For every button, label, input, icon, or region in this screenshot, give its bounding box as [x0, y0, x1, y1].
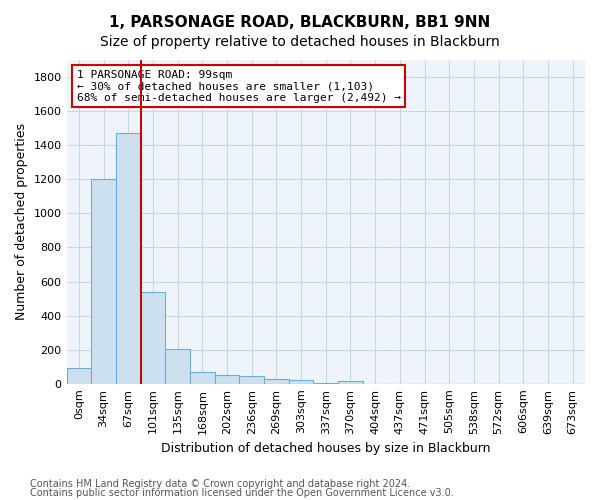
Bar [313, 383, 338, 384]
Bar [215, 376, 239, 384]
Bar [239, 376, 264, 384]
Text: 1, PARSONAGE ROAD, BLACKBURN, BB1 9NN: 1, PARSONAGE ROAD, BLACKBURN, BB1 9NN [109, 15, 491, 30]
Bar [264, 378, 289, 384]
Bar [91, 180, 116, 384]
Bar [140, 292, 165, 384]
Text: Contains public sector information licensed under the Open Government Licence v3: Contains public sector information licen… [30, 488, 454, 498]
Bar [190, 372, 215, 384]
Y-axis label: Number of detached properties: Number of detached properties [15, 124, 28, 320]
Bar [338, 381, 363, 384]
Text: 1 PARSONAGE ROAD: 99sqm
← 30% of detached houses are smaller (1,103)
68% of semi: 1 PARSONAGE ROAD: 99sqm ← 30% of detache… [77, 70, 401, 103]
Text: Contains HM Land Registry data © Crown copyright and database right 2024.: Contains HM Land Registry data © Crown c… [30, 479, 410, 489]
Bar [67, 368, 91, 384]
Bar [289, 380, 313, 384]
Bar [116, 134, 140, 384]
X-axis label: Distribution of detached houses by size in Blackburn: Distribution of detached houses by size … [161, 442, 491, 455]
Bar [165, 349, 190, 384]
Text: Size of property relative to detached houses in Blackburn: Size of property relative to detached ho… [100, 35, 500, 49]
